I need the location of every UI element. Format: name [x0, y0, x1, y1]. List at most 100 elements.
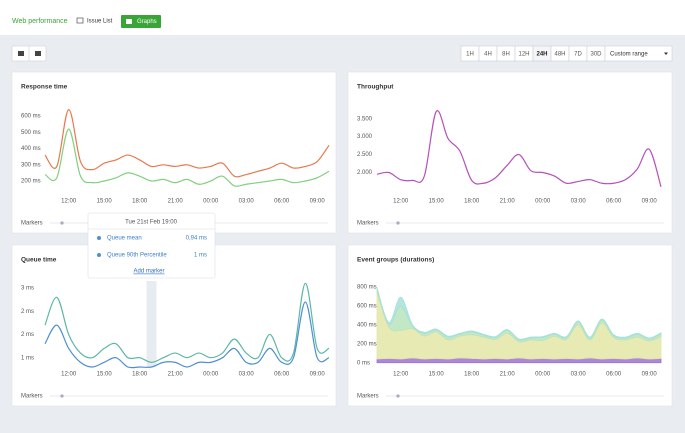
- x-tick-label: 03:00: [571, 372, 587, 378]
- x-tick-label: 12:00: [393, 199, 409, 205]
- chart-title: Throughput: [357, 84, 394, 91]
- range-label[interactable]: 30D: [590, 52, 602, 58]
- y-tick-label: 400 ms: [357, 322, 377, 328]
- eye-icon: [97, 253, 101, 257]
- y-tick-label: 3.500: [357, 116, 373, 122]
- x-tick-label: 21:00: [168, 199, 184, 205]
- marker-handle[interactable]: [60, 221, 64, 225]
- y-tick-label: 800 ms: [357, 284, 377, 290]
- tab[interactable]: Graphs: [137, 19, 157, 25]
- x-tick-label: 18:00: [132, 372, 148, 378]
- hover-band: [146, 281, 157, 367]
- tooltip-value: 0,94 ms: [186, 236, 207, 242]
- chart-title: Queue time: [21, 257, 57, 264]
- x-tick-label: 15:00: [97, 199, 113, 205]
- x-tick-label: 15:00: [429, 372, 445, 378]
- x-tick-label: 00:00: [203, 199, 219, 205]
- y-tick-label: 2 ms: [21, 332, 34, 338]
- range-label[interactable]: 1H: [466, 52, 474, 58]
- range-label[interactable]: 4H: [484, 52, 492, 58]
- x-tick-label: 21:00: [168, 372, 184, 378]
- x-tick-label: 12:00: [61, 372, 77, 378]
- range-label[interactable]: 8H: [502, 52, 510, 58]
- x-tick-label: 06:00: [274, 372, 290, 378]
- x-tick-label: 03:00: [571, 199, 587, 205]
- y-tick-label: 2 ms: [21, 309, 34, 315]
- area: [376, 287, 662, 341]
- tooltip-value: 1 ms: [194, 253, 207, 259]
- custom-range-label[interactable]: Custom range: [610, 52, 648, 58]
- x-tick-label: 09:00: [642, 372, 658, 378]
- x-tick-label: 03:00: [239, 372, 255, 378]
- custom-range[interactable]: [604, 45, 673, 62]
- y-tick-label: 0 ms: [357, 360, 370, 366]
- marker-handle[interactable]: [396, 221, 400, 225]
- y-tick-label: 300 ms: [21, 162, 41, 168]
- y-tick-label: 600 ms: [357, 303, 377, 309]
- range-label[interactable]: 24H: [536, 52, 547, 58]
- range-group: 1H 4H 8H 12H 24H 48H 7D 30D Custom range: [460, 45, 673, 62]
- line: [376, 110, 662, 188]
- charts: Response time 200 ms 300 ms 400 ms 500 ms 600…: [11, 71, 673, 407]
- chart-title: Event groups (durations): [357, 257, 434, 264]
- tab[interactable]: Issue List: [87, 19, 113, 25]
- add-marker[interactable]: Add marker: [133, 269, 164, 275]
- panel: [11, 71, 337, 234]
- x-tick-label: 12:00: [61, 199, 77, 205]
- x-tick-label: 18:00: [464, 372, 480, 378]
- tooltip-label: Queue mean: [107, 236, 142, 242]
- graph-icon: [126, 19, 132, 24]
- y-tick-label: 200 ms: [21, 179, 41, 185]
- range-label[interactable]: 12H: [518, 52, 529, 58]
- x-tick-label: 21:00: [500, 372, 516, 378]
- x-tick-label: 06:00: [606, 199, 622, 205]
- markers-label: Markers: [357, 221, 379, 227]
- line: [44, 282, 330, 363]
- y-tick-label: 1 ms: [21, 355, 34, 361]
- x-tick-label: 12:00: [393, 372, 409, 378]
- grid-view-icon[interactable]: [35, 51, 41, 56]
- line: [44, 109, 330, 178]
- marker-handle[interactable]: [396, 394, 400, 398]
- tooltip: Tue 21st Feb 19:00 Queue mean 0,94 ms Qu…: [87, 212, 216, 279]
- dropdown-caret[interactable]: [664, 52, 668, 56]
- x-tick-label: 15:00: [97, 372, 113, 378]
- chart-title: Response time: [21, 84, 68, 91]
- range-label[interactable]: 7D: [574, 52, 582, 58]
- tooltip-date: Tue 21st Feb 19:00: [125, 220, 177, 226]
- y-tick-label: 400 ms: [21, 146, 41, 152]
- markers-label: Markers: [21, 221, 43, 227]
- line: [44, 301, 330, 369]
- line: [44, 128, 330, 187]
- x-tick-label: 00:00: [535, 372, 551, 378]
- list-view-icon[interactable]: [18, 51, 24, 56]
- marker-handle[interactable]: [60, 394, 64, 398]
- x-tick-label: 03:00: [239, 199, 255, 205]
- list-icon: [76, 17, 84, 24]
- y-tick-label: 2.500: [357, 152, 373, 158]
- x-tick-label: 09:00: [310, 199, 326, 205]
- x-tick-label: 06:00: [274, 199, 290, 205]
- y-tick-label: 200 ms: [357, 341, 377, 347]
- y-tick-label: 2.000: [357, 170, 373, 176]
- y-tick-label: 500 ms: [21, 130, 41, 136]
- x-tick-label: 06:00: [606, 372, 622, 378]
- markers-label: Markers: [357, 394, 379, 400]
- x-tick-label: 09:00: [310, 372, 326, 378]
- x-tick-label: 18:00: [132, 199, 148, 205]
- x-tick-label: 21:00: [500, 199, 516, 205]
- tab-active[interactable]: [121, 15, 161, 28]
- y-tick-label: 600 ms: [21, 114, 41, 120]
- x-tick-label: 15:00: [429, 199, 445, 205]
- y-tick-label: 3 ms: [21, 286, 34, 292]
- panel: [347, 71, 673, 234]
- x-tick-label: 09:00: [642, 199, 658, 205]
- markers-label: Markers: [21, 394, 43, 400]
- eye-icon: [97, 236, 101, 240]
- y-tick-label: 3.000: [357, 134, 373, 140]
- tooltip-label: Queue 90th Percentile: [107, 253, 167, 259]
- range-label[interactable]: 48H: [554, 52, 565, 58]
- top-bar: [0, 0, 685, 35]
- x-tick-label: 00:00: [203, 372, 219, 378]
